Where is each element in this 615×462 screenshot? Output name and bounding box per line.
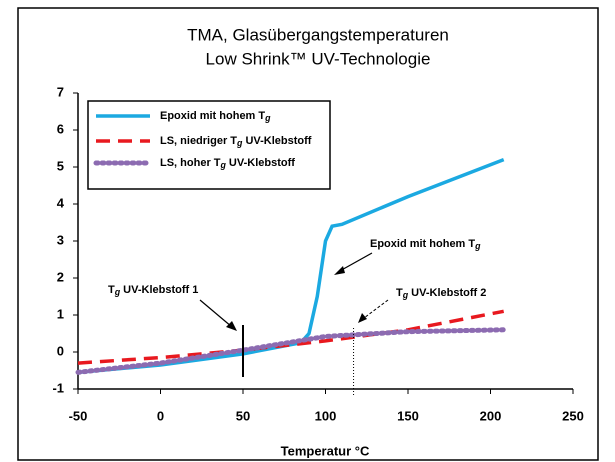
series-line xyxy=(77,157,505,375)
y-tick-label: 4 xyxy=(57,195,65,210)
x-tick-label: 0 xyxy=(157,408,164,423)
x-tick-label: 200 xyxy=(480,408,502,423)
x-tick-label: 100 xyxy=(315,408,337,423)
series-line xyxy=(77,309,505,365)
y-tick-label: 5 xyxy=(57,158,64,173)
y-tick-label: 1 xyxy=(57,306,64,321)
x-tick-label: 250 xyxy=(562,408,584,423)
arrow-head xyxy=(358,313,367,323)
y-tick-label: 0 xyxy=(57,343,64,358)
x-axis-title: Temperatur °C xyxy=(281,443,370,458)
y-tick-label: 6 xyxy=(57,121,64,136)
x-tick-label: -50 xyxy=(69,408,88,423)
annotation-arrow xyxy=(199,299,233,328)
y-tick-label: -1 xyxy=(52,380,64,395)
frame xyxy=(17,7,599,461)
annotation: Tg UV-Klebstoff 2 xyxy=(396,287,486,300)
legend-label: LS, hoher Tg UV-Klebstoff xyxy=(160,157,295,170)
series-line xyxy=(75,327,507,375)
legend-label: Epoxid mit hohem Tg xyxy=(160,110,271,123)
x-tick-label: 150 xyxy=(397,408,419,423)
chart-subtitle: Low Shrink™ UV-Technologie xyxy=(206,49,431,68)
annotation-arrow xyxy=(363,299,389,319)
x-tick-label: 50 xyxy=(236,408,250,423)
chart-title: TMA, Glasübergangstemperaturen xyxy=(187,25,449,44)
arrow-head xyxy=(334,266,345,275)
y-tick-label: 7 xyxy=(57,84,64,99)
legend-label: LS, niedriger Tg UV-Klebstoff xyxy=(160,135,312,148)
annotation: Epoxid mit hohem Tg xyxy=(370,238,481,251)
y-tick-label: 3 xyxy=(57,232,64,247)
arrow-head xyxy=(226,321,237,331)
y-tick-label: 2 xyxy=(57,269,64,284)
annotation: Tg UV-Klebstoff 1 xyxy=(108,284,198,297)
